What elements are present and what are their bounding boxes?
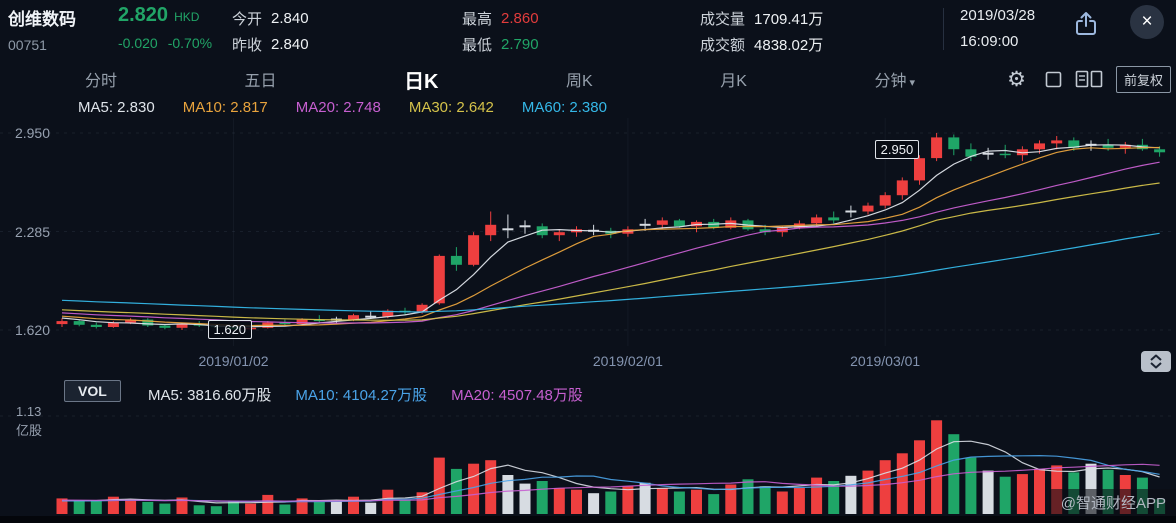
chevron-down-icon: ▾ <box>909 77 915 89</box>
chart-controls: ⚙ 前复权 <box>1001 60 1171 98</box>
price-axis-label: 1.620 <box>14 322 50 338</box>
volume-axis: 1.13 亿股 <box>16 402 42 440</box>
quote-date: 2019/03/28 <box>960 7 1036 24</box>
share-button[interactable] <box>1070 8 1102 40</box>
volume-indicator-button[interactable]: VOL <box>64 380 121 402</box>
low-label: 最低 <box>462 37 493 54</box>
turnover-value: 4838.02万 <box>754 37 824 54</box>
collapse-panel-button[interactable] <box>1141 351 1171 372</box>
chart-tabbar: 分时 五日 日K 周K 月K 分钟 ▾ ⚙ <box>0 60 1176 98</box>
close-button[interactable]: × <box>1130 5 1164 39</box>
layout-single-button[interactable] <box>1045 71 1062 88</box>
open-value: 2.840 <box>271 10 309 27</box>
single-pane-icon <box>1045 71 1062 88</box>
tab-minute[interactable]: 分钟 ▾ <box>874 67 915 91</box>
price-change: -0.020 <box>118 35 158 51</box>
vol-ma20-legend: MA20: 4507.48万股 <box>451 387 583 404</box>
header-divider <box>943 8 944 50</box>
ma20-legend: MA20: 2.748 <box>295 99 381 116</box>
tab-minute-label: 分钟 <box>874 73 907 90</box>
settings-button[interactable]: ⚙ <box>1001 68 1032 91</box>
layout-split-button[interactable] <box>1075 70 1103 88</box>
currency-label: HKD <box>174 10 200 24</box>
ma5-legend: MA5: 2.830 <box>78 99 155 116</box>
price-block: 2.820 HKD -0.020 -0.70% <box>118 4 212 51</box>
volume-ma-legend: MA5: 3816.60万股 MA10: 4104.27万股 MA20: 450… <box>148 384 583 405</box>
tab-timeshare[interactable]: 分时 <box>85 73 118 90</box>
tab-monthly-k[interactable]: 月K <box>720 73 747 90</box>
datetime-block: 2019/03/28 16:09:00 <box>960 7 1035 50</box>
tab-daily-k[interactable]: 日K <box>404 70 439 93</box>
ma10-legend: MA10: 2.817 <box>182 99 268 116</box>
price-change-pct: -0.70% <box>167 35 213 51</box>
price-axis-label: 2.950 <box>14 125 50 141</box>
quote-time: 16:09:00 <box>960 33 1019 50</box>
x-axis-label: 2019/01/02 <box>198 353 269 369</box>
high-label: 最高 <box>462 11 493 28</box>
x-axis-label: 2019/03/01 <box>850 353 921 369</box>
main-candlestick-chart[interactable] <box>0 118 1176 350</box>
volume-axis-unit: 亿股 <box>16 423 43 438</box>
share-icon <box>1073 10 1099 38</box>
turnover-label: 成交额 <box>700 37 746 54</box>
gear-icon: ⚙ <box>1007 67 1026 91</box>
low-value: 2.790 <box>501 36 539 53</box>
price-axis-label: 2.285 <box>14 223 50 240</box>
volume-label: 成交量 <box>700 11 746 28</box>
close-icon: × <box>1141 11 1153 32</box>
footer-strip <box>0 516 1176 523</box>
stock-name: 创维数码 <box>8 10 76 29</box>
volume-value: 1709.41万 <box>754 11 824 28</box>
volume-axis-value: 1.13 <box>16 404 42 419</box>
price-ma-legend: MA5: 2.830 MA10: 2.817 MA20: 2.748 MA30:… <box>78 99 607 116</box>
stat-col-volume-turnover: 成交量 1709.41万 成交额 4838.02万 <box>700 8 823 60</box>
stock-code: 00751 <box>8 37 47 53</box>
price-tag: 2.950 <box>874 140 920 159</box>
ma30-legend: MA30: 2.642 <box>408 99 494 116</box>
stat-col-open-prevclose: 今开 2.840 昨收 2.840 <box>232 8 309 60</box>
x-axis-label: 2019/02/01 <box>592 353 663 369</box>
adjust-mode-button[interactable]: 前复权 <box>1115 65 1171 93</box>
price-tag: 1.620 <box>207 320 253 340</box>
open-label: 今开 <box>232 11 263 28</box>
prev-close-value: 2.840 <box>271 36 309 53</box>
watermark: @智通财经APP <box>1048 489 1176 516</box>
tab-weekly-k[interactable]: 周K <box>566 73 593 90</box>
ma60-legend: MA60: 2.380 <box>521 99 607 116</box>
split-panes-icon <box>1075 70 1103 88</box>
tab-5day[interactable]: 五日 <box>244 73 277 90</box>
high-value: 2.860 <box>501 10 539 27</box>
prev-close-label: 昨收 <box>232 37 263 54</box>
last-price: 2.820 <box>118 4 169 26</box>
x-axis: 2019/01/02 2019/02/01 2019/03/01 <box>0 350 1176 374</box>
chevron-up-down-icon <box>1145 352 1167 371</box>
volume-bar-chart[interactable] <box>0 412 1176 516</box>
stat-col-high-low: 最高 2.860 最低 2.790 <box>462 8 539 60</box>
vol-ma5-legend: MA5: 3816.60万股 <box>148 387 272 404</box>
stock-identity: 创维数码 00751 <box>8 5 76 53</box>
chart-period-tabs: 分时 五日 日K 周K 月K 分钟 ▾ <box>85 60 915 98</box>
vol-ma10-legend: MA10: 4104.27万股 <box>295 387 428 404</box>
